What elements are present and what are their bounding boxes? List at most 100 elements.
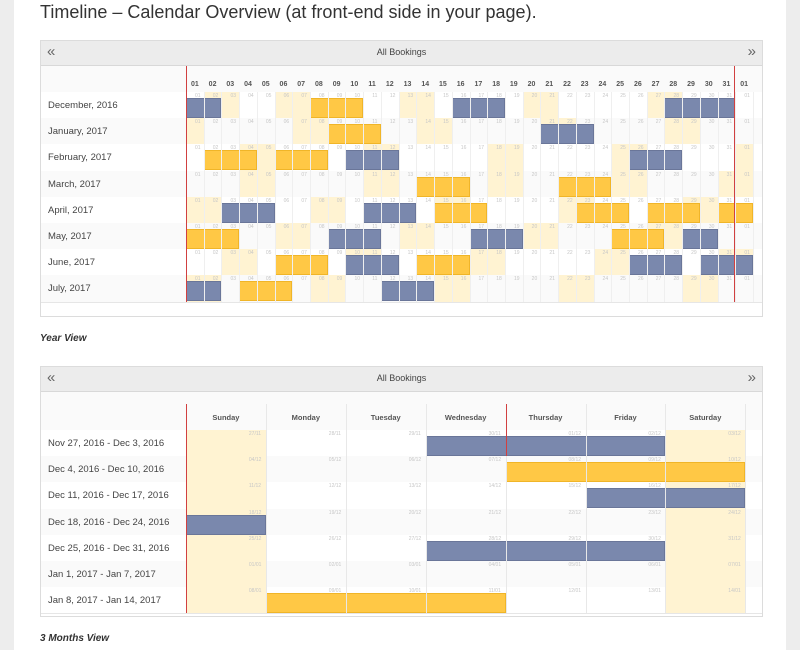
next-arrow-icon[interactable]: » [747, 43, 756, 60]
booking-bar-pending[interactable] [327, 124, 381, 145]
booking-bar-pending[interactable] [434, 202, 488, 223]
day-cell-number: 15 [443, 276, 449, 283]
row-divider [41, 301, 762, 303]
column-divider [717, 92, 719, 302]
date-cell-number: 11/12 [248, 483, 262, 490]
day-cell-number: 22 [567, 197, 573, 204]
column-divider [629, 92, 630, 302]
booking-bar-approved[interactable] [469, 229, 523, 249]
booking-bar-approved[interactable] [425, 436, 666, 456]
booking-bar-approved[interactable] [540, 124, 594, 145]
weekday-column-header: Monday [291, 413, 320, 422]
booking-bar-approved[interactable] [186, 514, 266, 535]
day-column-header: 31 [722, 81, 731, 88]
next-arrow-icon[interactable]: » [747, 369, 756, 386]
day-cell-number: 11 [372, 171, 378, 178]
day-cell-number: 05 [265, 93, 272, 99]
booking-bar-approved[interactable] [327, 229, 381, 249]
booking-bar-approved[interactable] [699, 255, 754, 276]
day-column-header: 26 [633, 81, 642, 88]
booking-bar-pending[interactable] [416, 176, 470, 197]
date-cell-number: 11/01 [488, 588, 501, 595]
day-cell-number: 26 [638, 250, 644, 257]
day-cell-number: 21 [549, 93, 555, 99]
day-cell-number: 05 [265, 276, 272, 283]
day-cell-number: 03 [230, 93, 236, 99]
day-cell-number: 09 [336, 119, 343, 126]
booking-bar-approved[interactable] [363, 202, 417, 223]
booking-bar-approved[interactable] [629, 150, 683, 171]
day-cell-number: 22 [567, 119, 573, 126]
day-cell-number: 09 [336, 250, 343, 257]
booking-bar-pending[interactable] [646, 202, 700, 223]
day-column-header: 22 [563, 81, 571, 88]
day-cell-number: 10 [354, 250, 361, 257]
booking-bar-approved[interactable] [380, 281, 435, 302]
booking-bar-approved[interactable] [221, 202, 275, 223]
column-divider [753, 92, 755, 302]
day-column-header: 25 [616, 81, 625, 88]
day-cell-number: 26 [638, 93, 644, 99]
booking-bar-pending[interactable] [265, 593, 506, 614]
day-cell-number: 28 [673, 119, 679, 126]
booking-bar-pending[interactable] [274, 150, 328, 171]
column-divider [425, 404, 427, 614]
year-view-timeline: « All Bookings » 01 02 03 04 05 06 07 08 09 10 11 1… [40, 40, 763, 317]
day-cell-number: 06 [283, 119, 290, 126]
day-cell-number: 10 [354, 145, 361, 152]
day-cell-number: 24 [602, 250, 609, 257]
day-cell-number: 16 [460, 93, 467, 99]
day-cell-number: 23 [584, 224, 591, 230]
booking-bar-pending[interactable] [505, 462, 746, 483]
booking-bar-pending[interactable] [310, 98, 364, 118]
date-cell-number: 14/12 [488, 483, 502, 490]
day-cell-number: 05 [265, 224, 272, 230]
booking-bar-pending[interactable] [416, 255, 470, 276]
booking-bar-pending[interactable] [558, 176, 612, 197]
booking-bar-pending[interactable] [203, 150, 257, 171]
booking-bar-pending[interactable] [239, 281, 293, 302]
day-cell-number: 09 [336, 93, 343, 99]
day-column-header: 07 [297, 81, 306, 88]
date-cell-number: 31/12 [728, 535, 741, 542]
day-cell-number: 25 [620, 145, 626, 152]
date-cell-number: 07/01 [728, 562, 741, 568]
week-row-label: Dec 25, 2016 - Dec 31, 2016 [48, 542, 170, 554]
date-cell-number: 05/01 [568, 562, 582, 568]
booking-bar-approved[interactable] [451, 98, 505, 118]
weekend-cell-highlight [558, 275, 576, 302]
booking-bar-approved[interactable] [425, 540, 666, 561]
weekday-column-header: Sunday [212, 413, 240, 422]
day-cell-number: 05 [265, 171, 272, 178]
weekend-cell-highlight [256, 170, 275, 197]
day-cell-number: 11 [372, 93, 378, 99]
page-title: Timeline – Calendar Overview (at front-e… [40, 2, 537, 22]
booking-bar-pending[interactable] [274, 255, 328, 276]
day-cell-number: 06 [283, 276, 290, 283]
day-cell-number: 23 [584, 250, 591, 257]
day-cell-number: 17 [478, 197, 485, 204]
week-row-label: Jan 1, 2017 - Jan 7, 2017 [48, 569, 156, 580]
day-cell-number: 15 [443, 119, 449, 126]
weekend-cell-highlight [363, 170, 381, 197]
weekend-cell-highlight [310, 118, 328, 145]
day-cell-number: 12 [389, 224, 396, 230]
day-cell-number: 08 [319, 145, 325, 152]
day-cell-number: 24 [602, 93, 609, 99]
day-cell-number: 08 [319, 197, 325, 204]
booking-bar-pending[interactable] [186, 229, 240, 249]
booking-bar-pending[interactable] [575, 202, 629, 223]
year-view-column-header-row [41, 66, 762, 92]
booking-bar-approved[interactable] [345, 255, 399, 276]
prev-arrow-icon[interactable]: « [47, 43, 56, 60]
booking-bar-approved[interactable] [629, 255, 683, 276]
weekend-cell-highlight [504, 170, 523, 197]
day-cell-number: 18 [496, 145, 502, 152]
weekend-cell-highlight [540, 92, 559, 119]
date-cell-number: 30/12 [648, 535, 661, 542]
date-cell-number: 09/12 [648, 457, 661, 464]
booking-bar-pending[interactable] [611, 229, 665, 249]
booking-bar-approved[interactable] [345, 150, 399, 171]
months-view-column-header-row [41, 392, 762, 430]
prev-arrow-icon[interactable]: « [47, 369, 56, 386]
